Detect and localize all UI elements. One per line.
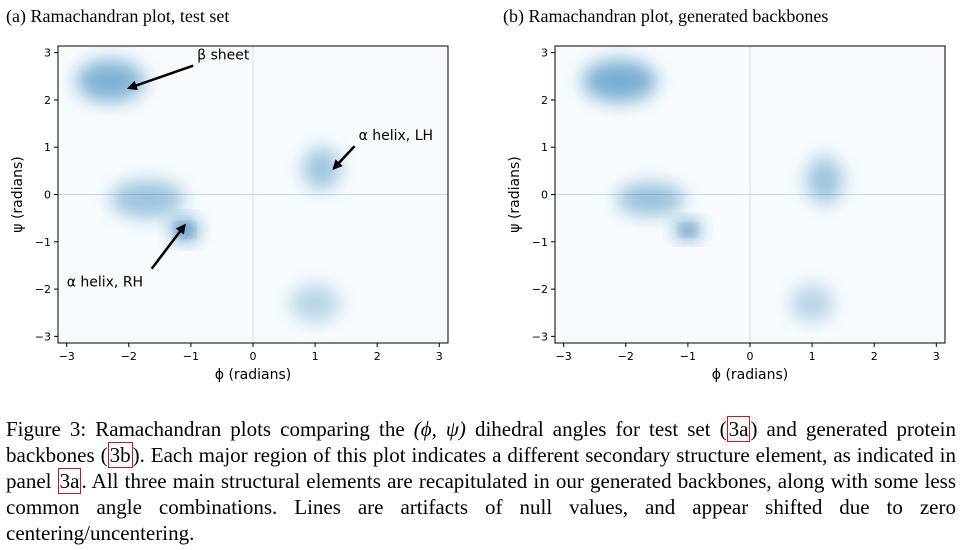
panel-a-title: (a) Ramachandran plot, test set xyxy=(6,6,230,26)
annotation-label-3: α helix, RH xyxy=(67,275,143,291)
ramachandran-plot-b: −3 −2 −1 0 1 2 3 −3 −2 −1 0 1 2 3 ϕ (radians) ψ (radian… xyxy=(507,45,946,383)
density-region-4 xyxy=(805,156,844,204)
x-tick-label: 1 xyxy=(312,350,319,363)
x-axis-label: ϕ (radians) xyxy=(712,367,788,383)
y-tick-label: 2 xyxy=(44,94,51,107)
x-tick-label: 0 xyxy=(250,350,257,363)
y-tick-label: −2 xyxy=(35,283,51,296)
caption-text-2: dihedral angles for test set ( xyxy=(465,417,727,441)
y-tick-label: 2 xyxy=(541,94,548,107)
y-tick-label: 0 xyxy=(44,189,51,202)
density-core-2 xyxy=(682,226,694,234)
caption-ref-3b[interactable]: 3b xyxy=(107,442,133,468)
y-tick-label: −3 xyxy=(35,330,51,343)
density-region-5 xyxy=(290,284,340,323)
x-tick-label: 1 xyxy=(809,350,816,363)
annotation-label-2: α helix, LH xyxy=(359,128,433,144)
y-tick-label: −1 xyxy=(532,236,548,249)
ramachandran-plot-a: −3 −2 −1 0 1 2 3 −3 −2 −1 0 1 2 3 ϕ (radians) ψ (radian… xyxy=(10,45,449,383)
y-axis-label: ψ (radians) xyxy=(10,156,26,232)
caption-text-3: ) and generated protein backbones ( xyxy=(6,417,957,467)
x-tick-label: 3 xyxy=(933,350,940,363)
caption-math: (ϕ, ψ) xyxy=(413,417,466,441)
density-layer xyxy=(58,46,448,343)
x-tick-label: −2 xyxy=(121,350,137,363)
y-tick-label: 1 xyxy=(44,141,51,154)
density-region-3 xyxy=(616,182,685,216)
annotation-arrow-1 xyxy=(126,64,194,91)
density-region-1 xyxy=(582,59,657,103)
x-tick-label: −3 xyxy=(59,350,75,363)
caption-text-5: . All three main structural elements are… xyxy=(6,469,956,545)
x-tick-label: −1 xyxy=(183,350,199,363)
annotation-arrow-3 xyxy=(150,223,186,270)
x-tick-label: 2 xyxy=(871,350,878,363)
annotation-label-1: β sheet xyxy=(197,48,250,64)
caption-ref-3a-panel[interactable]: 3a xyxy=(57,468,82,494)
density-region-1 xyxy=(76,59,145,103)
x-tick-label: 0 xyxy=(747,350,754,363)
figure-caption: Figure 3: Ramachandran plots comparing t… xyxy=(6,416,956,546)
y-tick-label: 3 xyxy=(44,47,51,60)
density-region-5 xyxy=(790,284,834,323)
y-tick-label: −3 xyxy=(532,330,548,343)
y-tick-label: 1 xyxy=(541,141,548,154)
y-tick-label: −2 xyxy=(532,283,548,296)
caption-ref-3a[interactable]: 3a xyxy=(726,416,751,442)
annotation-arrow-2 xyxy=(332,145,356,170)
y-tick-label: −1 xyxy=(35,236,51,249)
caption-text-1: Figure 3: Ramachandran plots comparing t… xyxy=(6,417,414,441)
density-layer xyxy=(555,46,945,343)
panel-b-title: (b) Ramachandran plot, generated backbon… xyxy=(503,6,829,26)
y-axis-label: ψ (radians) xyxy=(507,156,523,232)
x-tick-label: −1 xyxy=(680,350,696,363)
x-tick-label: −2 xyxy=(618,350,634,363)
x-tick-label: 3 xyxy=(436,350,443,363)
y-tick-label: 0 xyxy=(541,189,548,202)
x-tick-label: 2 xyxy=(374,350,381,363)
y-tick-label: 3 xyxy=(541,47,548,60)
caption-text-4: ). Each major region of this plot indica… xyxy=(6,443,956,493)
density-region-3 xyxy=(110,180,185,219)
density-region-4 xyxy=(302,147,340,190)
x-axis-label: ϕ (radians) xyxy=(215,367,291,383)
x-tick-label: −3 xyxy=(556,350,572,363)
